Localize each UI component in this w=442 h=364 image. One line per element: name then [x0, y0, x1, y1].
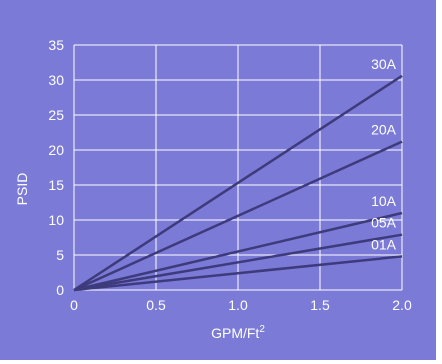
x-tick-label-2.0: 2.0 [392, 297, 412, 313]
y-tick-label-20: 20 [48, 142, 64, 158]
x-tick-label-0.5: 0.5 [146, 297, 166, 313]
series-label-01A: 01A [371, 236, 397, 252]
x-axis-title-main: GPM/Ft [211, 325, 259, 341]
y-tick-label-30: 30 [48, 72, 64, 88]
y-tick-label-0: 0 [56, 282, 64, 298]
x-tick-labels: 0 0.5 1.0 1.5 2.0 [70, 297, 412, 313]
series-label-20A: 20A [371, 122, 397, 138]
x-tick-label-1.5: 1.5 [310, 297, 330, 313]
y-tick-labels: 0 5 10 15 20 25 30 35 [48, 37, 64, 298]
y-tick-label-15: 15 [48, 177, 64, 193]
series-label-05A: 05A [371, 215, 397, 231]
x-axis-title: GPM/Ft2 [211, 324, 265, 341]
y-axis-title: PSID [14, 173, 30, 206]
line-chart: 0 5 10 15 20 25 30 35 0 0.5 1.0 1.5 2.0 30A 20A 10A 05… [0, 0, 436, 360]
x-tick-label-1.0: 1.0 [228, 297, 248, 313]
grid [74, 45, 402, 290]
y-tick-label-5: 5 [56, 247, 64, 263]
x-tick-label-0: 0 [70, 297, 78, 313]
y-tick-label-10: 10 [48, 212, 64, 228]
chart-panel: 0 5 10 15 20 25 30 35 0 0.5 1.0 1.5 2.0 30A 20A 10A 05… [0, 0, 436, 360]
series-label-30A: 30A [371, 56, 397, 72]
x-axis-title-superscript: 2 [259, 324, 265, 335]
series-label-10A: 10A [371, 193, 397, 209]
y-tick-label-25: 25 [48, 107, 64, 123]
y-tick-label-35: 35 [48, 37, 64, 53]
